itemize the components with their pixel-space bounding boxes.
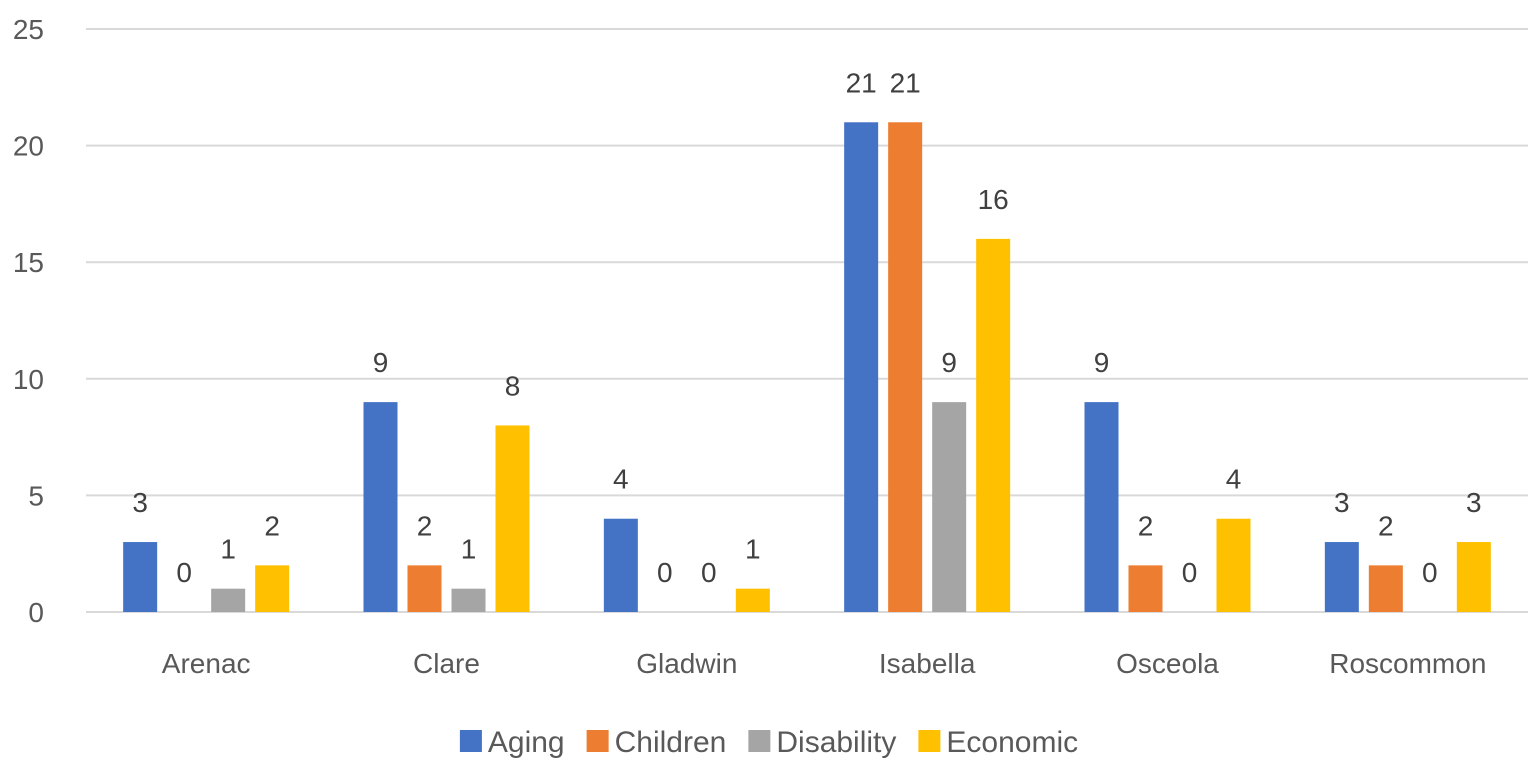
data-label: 0 xyxy=(176,557,192,588)
bar-children-clare xyxy=(407,565,442,612)
data-label: 21 xyxy=(890,67,921,98)
legend: Aging Children Disability Economic xyxy=(459,726,1078,759)
x-category-label: Osceola xyxy=(1116,648,1219,679)
y-tick-label: 0 xyxy=(28,597,44,628)
bar-children-isabella xyxy=(888,122,923,612)
data-label: 1 xyxy=(220,534,236,565)
y-tick-label: 20 xyxy=(13,131,44,162)
data-label: 0 xyxy=(1182,557,1198,588)
data-label: 2 xyxy=(417,510,433,541)
legend-label: Children xyxy=(615,726,727,759)
bar-disability-arenac xyxy=(211,588,246,612)
x-category-label: Gladwin xyxy=(636,648,737,679)
bar-economic-osceola xyxy=(1216,518,1251,612)
y-tick-label: 10 xyxy=(13,364,44,395)
bar-aging-isabella xyxy=(844,122,879,612)
bar-aging-clare xyxy=(363,402,398,612)
y-tick-label: 5 xyxy=(28,480,44,511)
data-label: 8 xyxy=(505,370,521,401)
legend-item-children: Children xyxy=(586,726,727,759)
legend-label: Disability xyxy=(776,726,896,759)
x-category-label: Roscommon xyxy=(1329,648,1486,679)
data-label: 9 xyxy=(1094,347,1110,378)
bar-economic-roscommon xyxy=(1456,542,1491,612)
legend-item-disability: Disability xyxy=(748,726,896,759)
data-label: 0 xyxy=(1422,557,1438,588)
data-label: 21 xyxy=(846,67,877,98)
bar-economic-arenac xyxy=(255,565,290,612)
data-label: 4 xyxy=(1226,464,1242,495)
legend-swatch xyxy=(748,730,771,752)
bars xyxy=(123,122,1491,612)
y-tick-label: 25 xyxy=(13,14,44,45)
data-label: 2 xyxy=(264,510,280,541)
legend-swatch xyxy=(586,730,609,752)
y-axis-ticks: 0 5 10 15 20 25 xyxy=(13,14,44,628)
bar-economic-clare xyxy=(495,425,530,612)
data-label: 0 xyxy=(701,557,717,588)
legend-item-economic: Economic xyxy=(918,726,1078,759)
data-label: 2 xyxy=(1138,510,1154,541)
legend-swatch xyxy=(918,730,941,752)
x-category-label: Arenac xyxy=(162,648,251,679)
data-label: 4 xyxy=(613,464,629,495)
x-category-label: Clare xyxy=(413,648,480,679)
data-label: 3 xyxy=(1334,487,1350,518)
bar-aging-osceola xyxy=(1084,402,1119,612)
data-label: 1 xyxy=(461,534,477,565)
data-label: 0 xyxy=(657,557,673,588)
data-label: 9 xyxy=(373,347,389,378)
bar-economic-isabella xyxy=(976,238,1011,612)
legend-label: Economic xyxy=(946,726,1078,759)
x-axis-categories: Arenac Clare Gladwin Isabella Osceola Roscomm… xyxy=(162,648,1487,679)
bar-economic-gladwin xyxy=(735,588,770,612)
data-label: 3 xyxy=(132,487,148,518)
data-label: 16 xyxy=(978,184,1009,215)
bar-children-roscommon xyxy=(1368,565,1403,612)
gridlines xyxy=(86,28,1528,613)
bar-children-osceola xyxy=(1128,565,1163,612)
data-label: 1 xyxy=(745,534,761,565)
bar-disability-clare xyxy=(451,588,486,612)
legend-swatch xyxy=(459,730,482,752)
data-label: 3 xyxy=(1466,487,1482,518)
data-label: 9 xyxy=(941,347,957,378)
bar-disability-isabella xyxy=(932,402,967,612)
legend-item-aging: Aging xyxy=(459,726,565,759)
legend-label: Aging xyxy=(488,726,565,759)
data-label: 2 xyxy=(1378,510,1394,541)
bar-aging-gladwin xyxy=(603,518,638,612)
bar-aging-arenac xyxy=(123,542,158,612)
x-category-label: Isabella xyxy=(879,648,976,679)
bar-aging-roscommon xyxy=(1324,542,1359,612)
y-tick-label: 15 xyxy=(13,247,44,278)
